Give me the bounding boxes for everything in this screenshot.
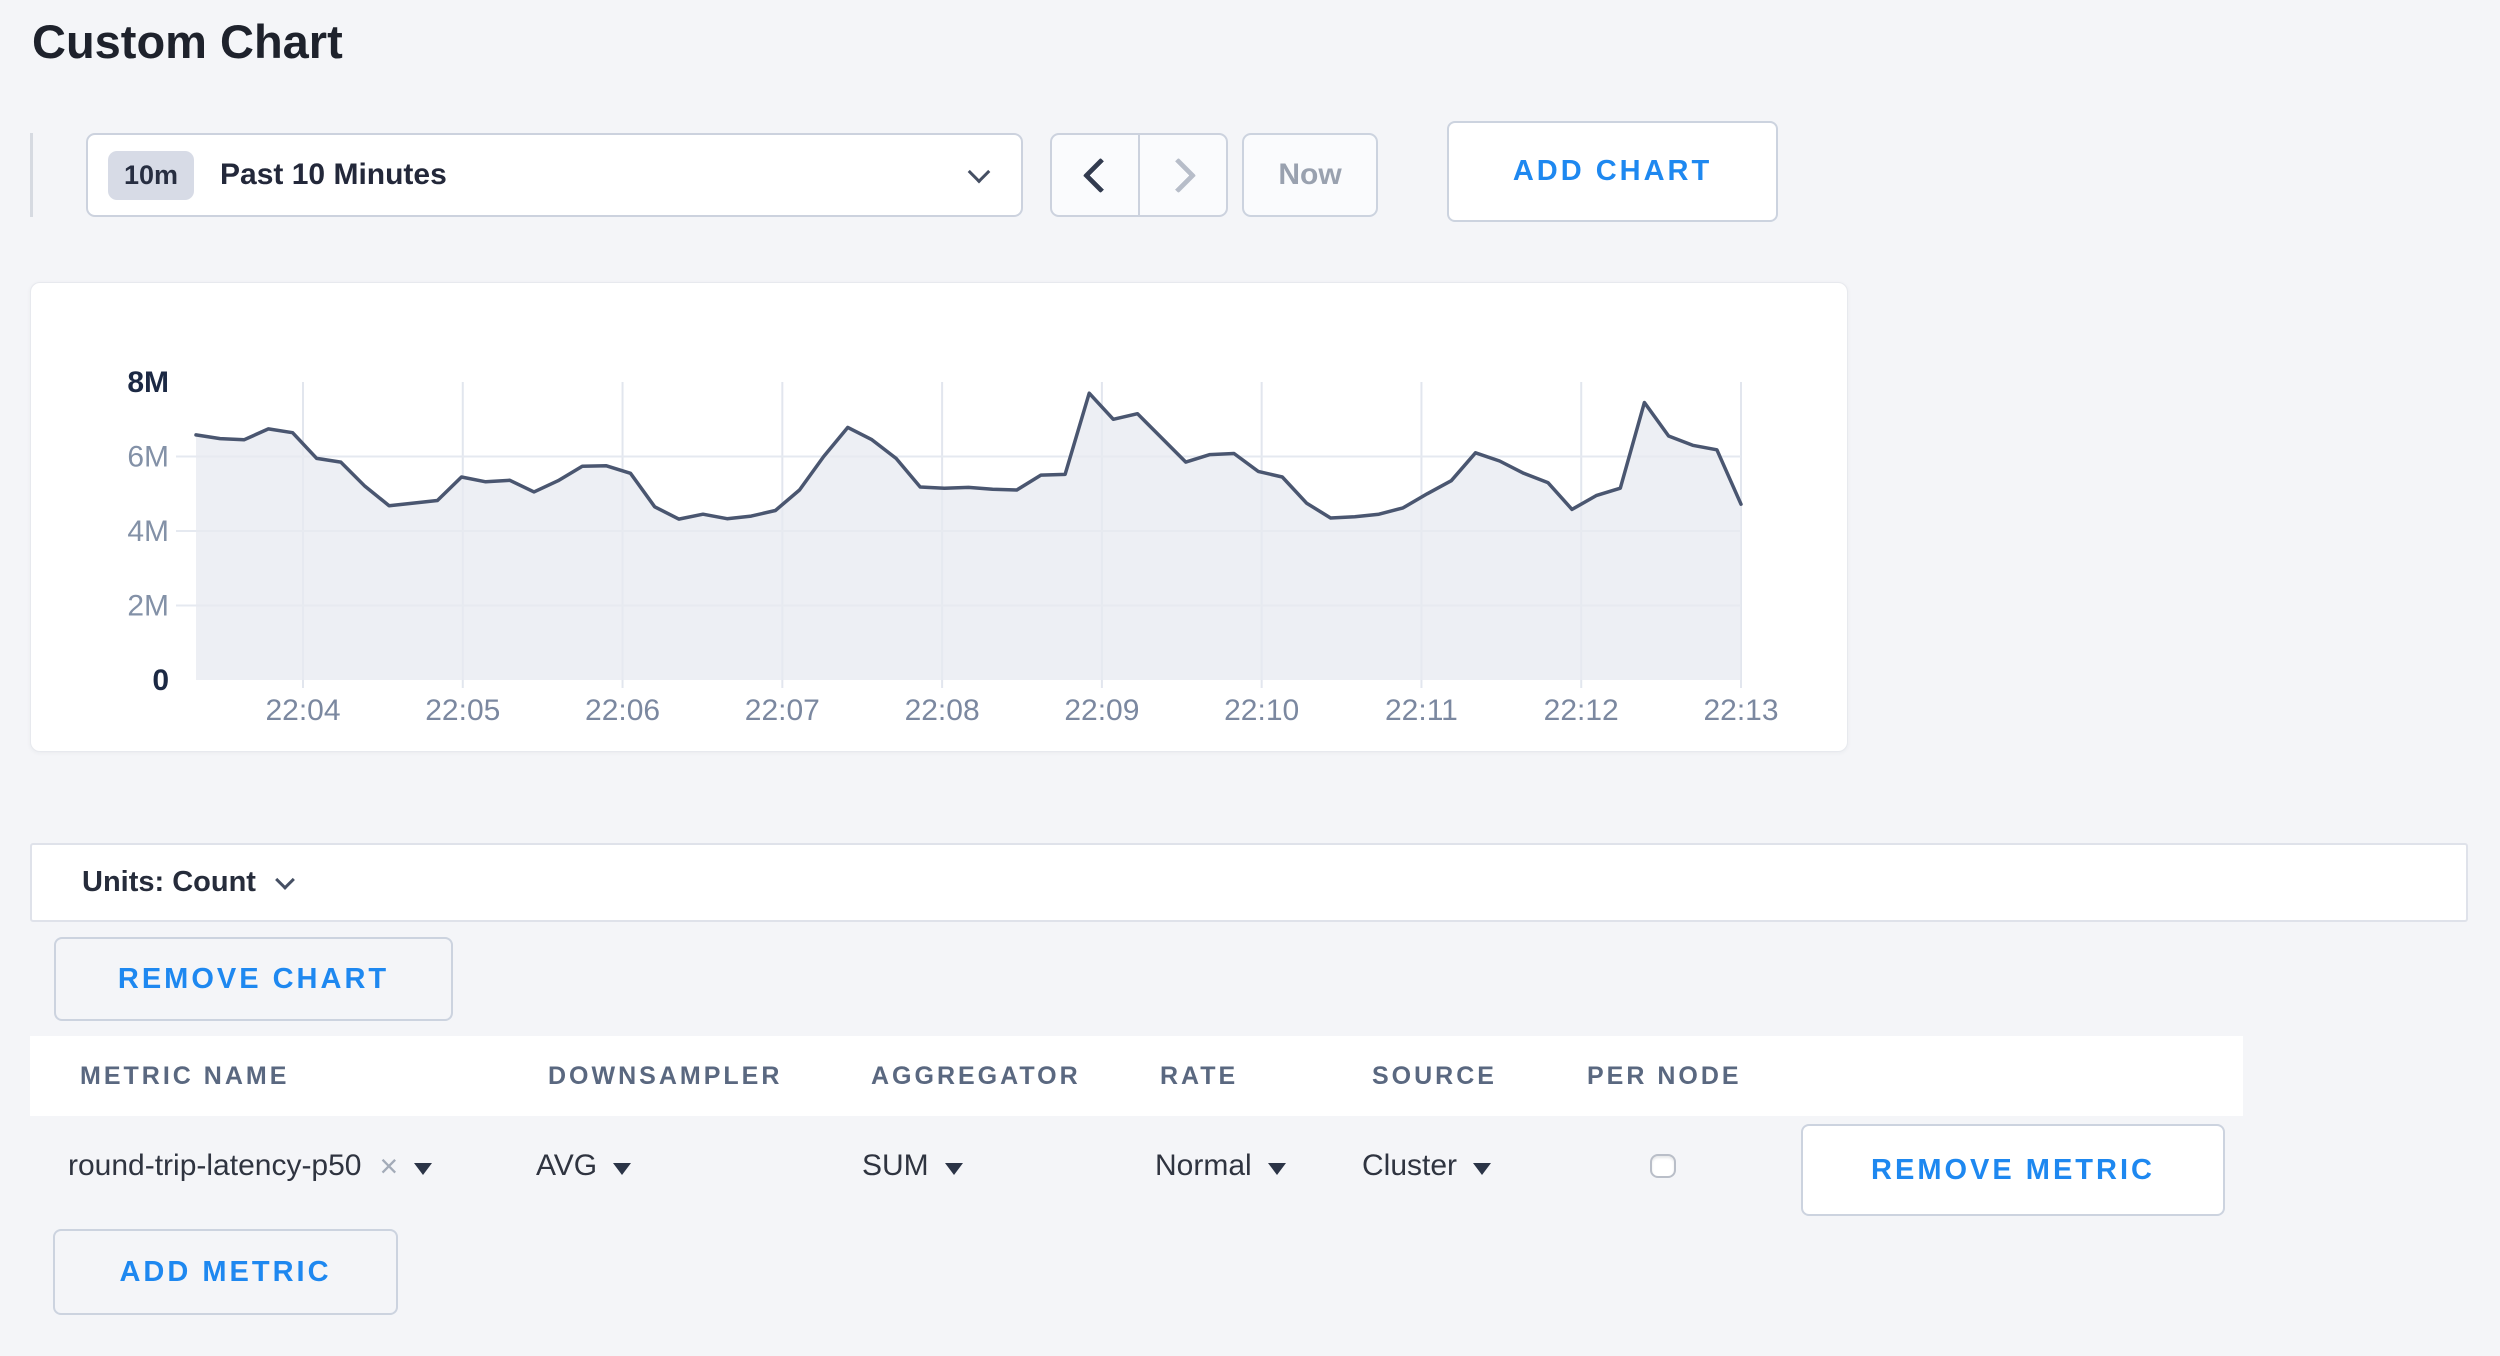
chevron-down-icon xyxy=(967,160,991,184)
svg-text:0: 0 xyxy=(152,664,169,697)
page-title: Custom Chart xyxy=(32,15,343,68)
next-range-button[interactable] xyxy=(1138,135,1226,215)
chevron-down-icon xyxy=(275,870,295,890)
per-node-checkbox[interactable] xyxy=(1650,1154,1676,1178)
remove-chart-button[interactable]: REMOVE CHART xyxy=(54,937,453,1021)
time-range-pager xyxy=(1050,133,1228,217)
svg-text:2M: 2M xyxy=(127,590,169,623)
add-chart-button[interactable]: ADD CHART xyxy=(1447,121,1778,222)
previous-range-button[interactable] xyxy=(1052,135,1138,215)
caret-down-icon xyxy=(613,1163,632,1175)
source-value: Cluster xyxy=(1362,1149,1458,1182)
toolbar-accent-rule xyxy=(30,133,33,217)
svg-text:22:08: 22:08 xyxy=(905,694,980,727)
chevron-left-icon xyxy=(1082,157,1118,193)
column-header-metric-name: METRIC NAME xyxy=(80,1061,290,1090)
caret-down-icon xyxy=(1473,1163,1492,1175)
caret-down-icon xyxy=(944,1163,963,1175)
time-range-dropdown[interactable]: 10m Past 10 Minutes xyxy=(86,133,1023,217)
column-header-rate: RATE xyxy=(1160,1061,1239,1090)
downsampler-value: AVG xyxy=(536,1149,598,1182)
svg-text:22:12: 22:12 xyxy=(1544,694,1619,727)
column-header-downsampler: DOWNSAMPLER xyxy=(548,1061,783,1090)
svg-text:22:09: 22:09 xyxy=(1064,694,1139,727)
svg-text:22:11: 22:11 xyxy=(1385,694,1458,727)
source-dropdown[interactable]: Cluster xyxy=(1362,1116,1492,1216)
time-window-label: Past 10 Minutes xyxy=(220,158,447,191)
metric-row: round-trip-latency-p50 × AVG SUM Normal … xyxy=(0,1116,2500,1216)
svg-text:8M: 8M xyxy=(127,366,169,399)
now-button[interactable]: Now xyxy=(1242,133,1378,217)
caret-down-icon xyxy=(1267,1163,1286,1175)
column-header-aggregator: AGGREGATOR xyxy=(871,1061,1081,1090)
svg-text:22:06: 22:06 xyxy=(585,694,660,727)
caret-down-icon xyxy=(414,1163,433,1175)
svg-text:22:05: 22:05 xyxy=(425,694,500,727)
timeseries-chart-card: 22:04 22:05 22:06 22:07 22:08 22:09 22:10 22:11… xyxy=(30,282,1848,752)
downsampler-dropdown[interactable]: AVG xyxy=(536,1116,632,1216)
column-header-source: SOURCE xyxy=(1372,1061,1497,1090)
time-window-badge: 10m xyxy=(108,150,195,200)
svg-text:22:13: 22:13 xyxy=(1703,694,1778,727)
metric-name-value: round-trip-latency-p50 xyxy=(68,1149,362,1182)
svg-text:4M: 4M xyxy=(127,515,169,548)
metric-name-dropdown[interactable]: round-trip-latency-p50 × xyxy=(68,1116,433,1216)
svg-text:22:07: 22:07 xyxy=(745,694,820,727)
chevron-right-icon xyxy=(1160,157,1196,193)
remove-metric-tag-icon[interactable]: × xyxy=(379,1148,399,1184)
rate-value: Normal xyxy=(1155,1149,1252,1182)
units-dropdown[interactable]: Units: Count xyxy=(30,843,2468,922)
remove-metric-button[interactable]: REMOVE METRIC xyxy=(1801,1124,2225,1216)
add-metric-button[interactable]: ADD METRIC xyxy=(53,1229,398,1315)
aggregator-dropdown[interactable]: SUM xyxy=(862,1116,963,1216)
svg-text:22:10: 22:10 xyxy=(1224,694,1299,727)
column-header-per-node: PER NODE xyxy=(1587,1061,1742,1090)
svg-text:22:04: 22:04 xyxy=(265,694,340,727)
units-label: Units: Count xyxy=(82,866,256,898)
svg-text:6M: 6M xyxy=(127,441,169,474)
timeseries-area-chart: 22:04 22:05 22:06 22:07 22:08 22:09 22:10 22:11… xyxy=(127,366,1778,727)
aggregator-value: SUM xyxy=(862,1149,929,1182)
rate-dropdown[interactable]: Normal xyxy=(1155,1116,1286,1216)
metrics-table-header: METRIC NAME DOWNSAMPLER AGGREGATOR RATE … xyxy=(30,1036,2243,1116)
